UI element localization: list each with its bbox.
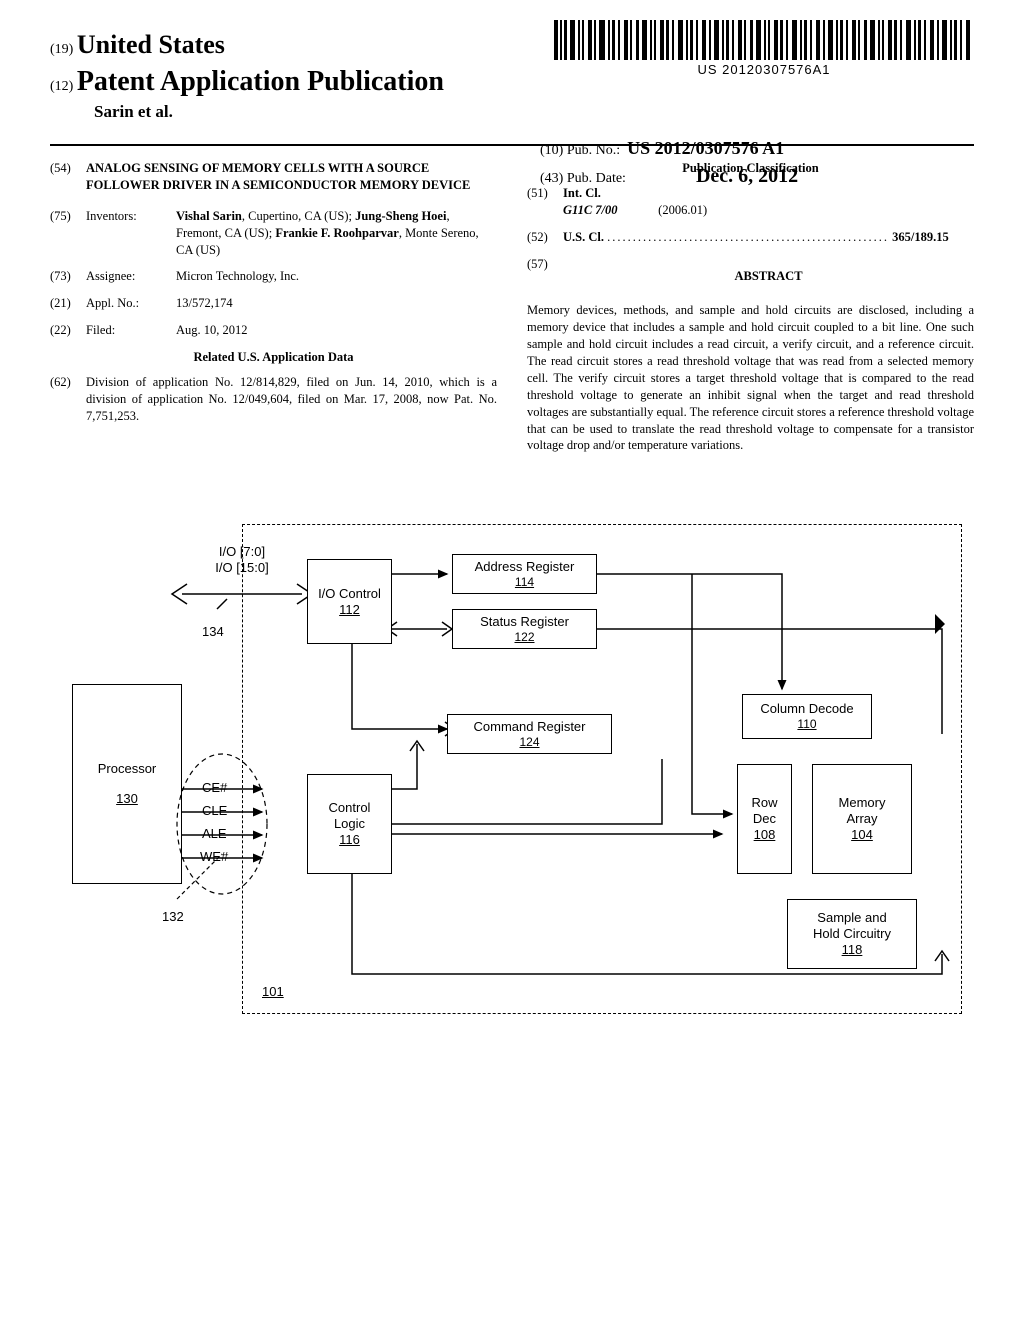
ce-lbl: CE# [202,780,227,796]
country: United States [77,30,225,59]
barcode-region: US 20120307576A1 [554,20,974,77]
n104: 104 [851,827,873,843]
barcode-svg [554,20,974,60]
filed-lbl: Filed: [86,322,176,339]
barcode-text: US 20120307576A1 [554,62,974,77]
barcode-icon [554,20,974,60]
applno-lbl: Appl. No.: [86,295,176,312]
col-decode-lbl: Column Decode [760,701,853,717]
applno-code: (21) [50,295,86,312]
n118: 118 [842,942,863,958]
n122: 122 [514,630,534,645]
inv1-loc: , Cupertino, CA (US); [242,209,352,223]
pubno-code: (10) [540,143,563,158]
block-diagram: Processor 130 I/O [7:0] I/O [15:0] 134 [52,514,972,1034]
applno-val: 13/572,174 [176,295,497,312]
right-column: Publication Classification (51) Int. Cl.… [527,160,974,454]
n132: 132 [162,909,184,925]
pubdate-lbl: Pub. Date: [567,171,626,186]
assignee-code: (73) [50,268,86,285]
assignee-val: Micron Technology, Inc. [176,268,497,285]
pubdate-code: (43) [540,171,563,186]
sample-hold-box: Sample and Hold Circuitry 118 [787,899,917,969]
uscl-lbl: U.S. Cl. [563,230,604,244]
cle-lbl: CLE [202,803,227,819]
addr-reg-lbl: Address Register [475,559,575,575]
row-dec-box: Row Dec 108 [737,764,792,874]
mem-array-lbl: Memory Array [839,795,886,828]
intcl-sym: G11C 7/00 [563,203,618,217]
assignee-lbl: Assignee: [86,268,176,285]
intcl-date: (2006.01) [658,203,707,217]
n101: 101 [262,984,284,1000]
intcl-code: (51) [527,185,563,219]
we-lbl: WE# [200,849,228,865]
uscl-num: 365/189.15 [892,230,949,244]
control-logic-lbl: Control Logic [329,800,371,833]
authors: Sarin et al. [94,102,974,122]
control-logic-box: Control Logic 116 [307,774,392,874]
n112: 112 [339,602,360,618]
pub-code: (12) [50,79,73,94]
io-control-box: I/O Control 112 [307,559,392,644]
col-decode-box: Column Decode 110 [742,694,872,739]
n124: 124 [519,735,539,750]
title-code: (54) [50,160,86,194]
left-column: (54) ANALOG SENSING OF MEMORY CELLS WITH… [50,160,497,454]
inventors-code: (75) [50,208,86,259]
intcl-val: Int. Cl. G11C 7/00 (2006.01) [563,185,974,219]
n110: 110 [797,717,816,732]
header-right: (10) Pub. No.: US 2012/0307576 A1 (43) P… [540,132,798,188]
pubdate: Dec. 6, 2012 [696,165,798,187]
inv2: Jung-Sheng Hoei [355,209,446,223]
cmd-reg-lbl: Command Register [474,719,586,735]
inv1: Vishal Sarin [176,209,242,223]
n108: 108 [754,827,776,843]
n116: 116 [339,832,360,848]
related-hdr: Related U.S. Application Data [50,349,497,366]
uscl-code: (52) [527,229,563,246]
cmd-reg-box: Command Register 124 [447,714,612,754]
inventors-val: Vishal Sarin, Cupertino, CA (US); Jung-S… [176,208,497,259]
biblio-columns: (54) ANALOG SENSING OF MEMORY CELLS WITH… [50,160,974,454]
filed-code: (22) [50,322,86,339]
inv3: Frankie F. Roohparvar [275,226,399,240]
ale-lbl: ALE [202,826,227,842]
pub-type: Patent Application Publication [77,66,444,97]
related-code: (62) [50,374,86,425]
status-reg-box: Status Register 122 [452,609,597,649]
country-code: (19) [50,42,73,57]
abstract-text: Memory devices, methods, and sample and … [527,302,974,454]
io-control-lbl: I/O Control [318,586,381,602]
n114: 114 [515,575,534,590]
row-dec-lbl: Row Dec [751,795,777,828]
pubno: US 2012/0307576 A1 [627,138,784,158]
uscl-dots: ........................................… [607,229,889,246]
sample-hold-lbl: Sample and Hold Circuitry [813,910,891,943]
addr-reg-box: Address Register 114 [452,554,597,594]
status-reg-lbl: Status Register [480,614,569,630]
abstract-hdr: ABSTRACT [563,268,974,285]
filed-val: Aug. 10, 2012 [176,322,497,339]
invention-title: ANALOG SENSING OF MEMORY CELLS WITH A SO… [86,160,497,194]
pubno-lbl: Pub. No.: [567,143,620,158]
uscl-val: U.S. Cl. ...............................… [563,229,974,246]
abstract-code: (57) [527,256,563,293]
mem-array-box: Memory Array 104 [812,764,912,874]
inventors-lbl: Inventors: [86,208,176,259]
divider-top [50,144,974,146]
related-text: Division of application No. 12/814,829, … [86,374,497,425]
